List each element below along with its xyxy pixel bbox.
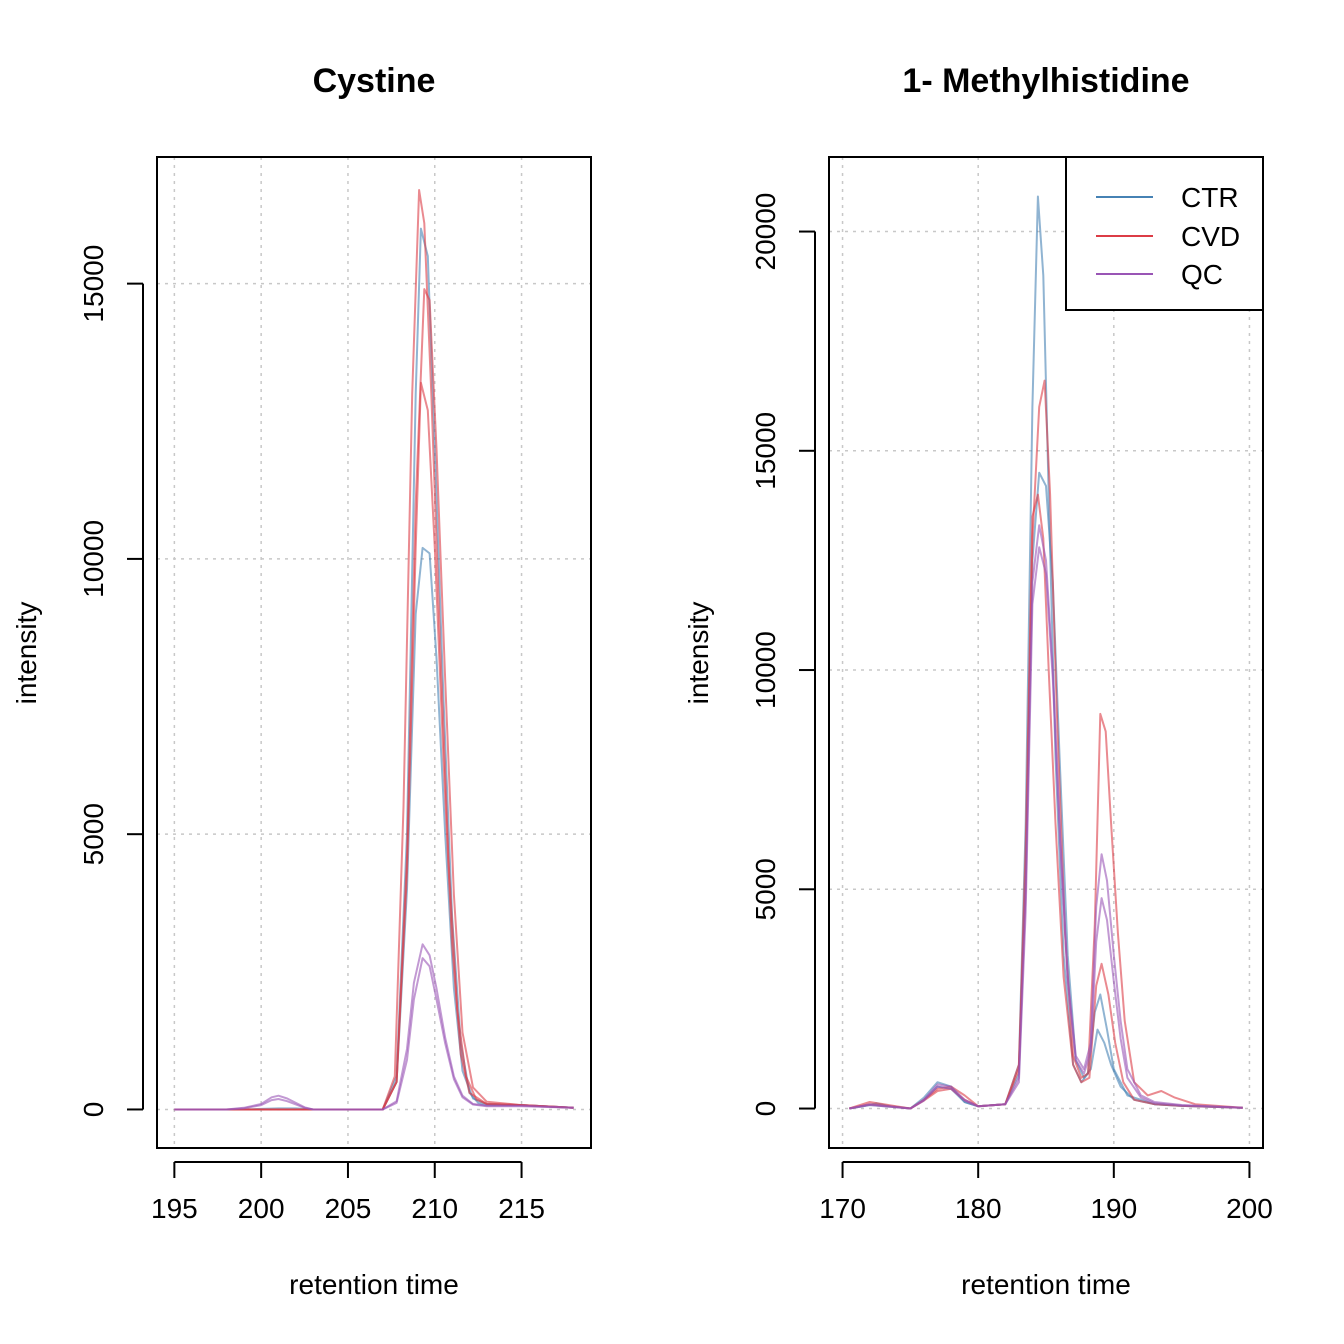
y-axis-label: intensity <box>683 602 714 705</box>
legend-label-cvd: CVD <box>1181 221 1240 252</box>
chart-methylhistidine: 1- Methylhistidine retention time intens… <box>683 62 1273 1300</box>
grid <box>157 157 591 1148</box>
y-tick-label: 5000 <box>750 858 781 920</box>
chart-title: Cystine <box>313 62 436 100</box>
x-tick-label: 200 <box>238 1193 285 1224</box>
legend-label-qc: QC <box>1181 259 1223 290</box>
y-tick-label: 15000 <box>78 245 109 323</box>
series-line-ctr <box>174 227 574 1111</box>
plot-frame <box>156 156 592 1149</box>
y-axis: 0 5000 10000 15000 20000 <box>750 193 816 1117</box>
traces <box>174 189 574 1111</box>
x-tick-label: 200 <box>1226 1193 1273 1224</box>
x-axis: 195 200 205 210 215 <box>151 1161 545 1224</box>
y-tick-label: 20000 <box>750 193 781 271</box>
chart-cystine: Cystine retention time intensity 195 200 2… <box>11 62 592 1300</box>
y-tick-label: 5000 <box>78 803 109 865</box>
legend-box <box>1065 156 1264 311</box>
series-line-cvd <box>849 493 1243 1110</box>
y-axis: 0 5000 10000 15000 <box>78 245 144 1118</box>
x-tick-label: 195 <box>151 1193 198 1224</box>
x-axis-label: retention time <box>289 1269 459 1300</box>
series-line-cvd <box>174 189 574 1111</box>
series-line-cvd <box>174 288 574 1111</box>
legend: CTR CVD QC <box>1065 156 1264 311</box>
y-axis-label: intensity <box>11 602 42 705</box>
series-line-qc <box>174 957 574 1111</box>
series-line-qc <box>849 546 1243 1110</box>
traces <box>848 195 1243 1110</box>
series-line-qc <box>174 943 574 1111</box>
series-line-cvd <box>174 381 574 1111</box>
x-tick-label: 215 <box>498 1193 545 1224</box>
x-axis-label: retention time <box>961 1269 1131 1300</box>
y-tick-label: 10000 <box>750 631 781 709</box>
series-line-ctr <box>174 546 574 1111</box>
series-line-ctr <box>849 195 1243 1110</box>
x-tick-label: 180 <box>955 1193 1002 1224</box>
x-tick-label: 170 <box>819 1193 866 1224</box>
legend-label-ctr: CTR <box>1181 182 1239 213</box>
y-tick-label: 15000 <box>750 412 781 490</box>
y-tick-label: 0 <box>750 1101 781 1117</box>
plot-frame <box>828 156 1264 1149</box>
x-tick-label: 210 <box>411 1193 458 1224</box>
x-tick-label: 190 <box>1090 1193 1137 1224</box>
x-axis: 170 180 190 200 <box>819 1161 1273 1224</box>
y-tick-label: 10000 <box>78 520 109 598</box>
chart-title: 1- Methylhistidine <box>902 62 1189 100</box>
x-tick-label: 205 <box>325 1193 372 1224</box>
y-tick-label: 0 <box>78 1102 109 1118</box>
